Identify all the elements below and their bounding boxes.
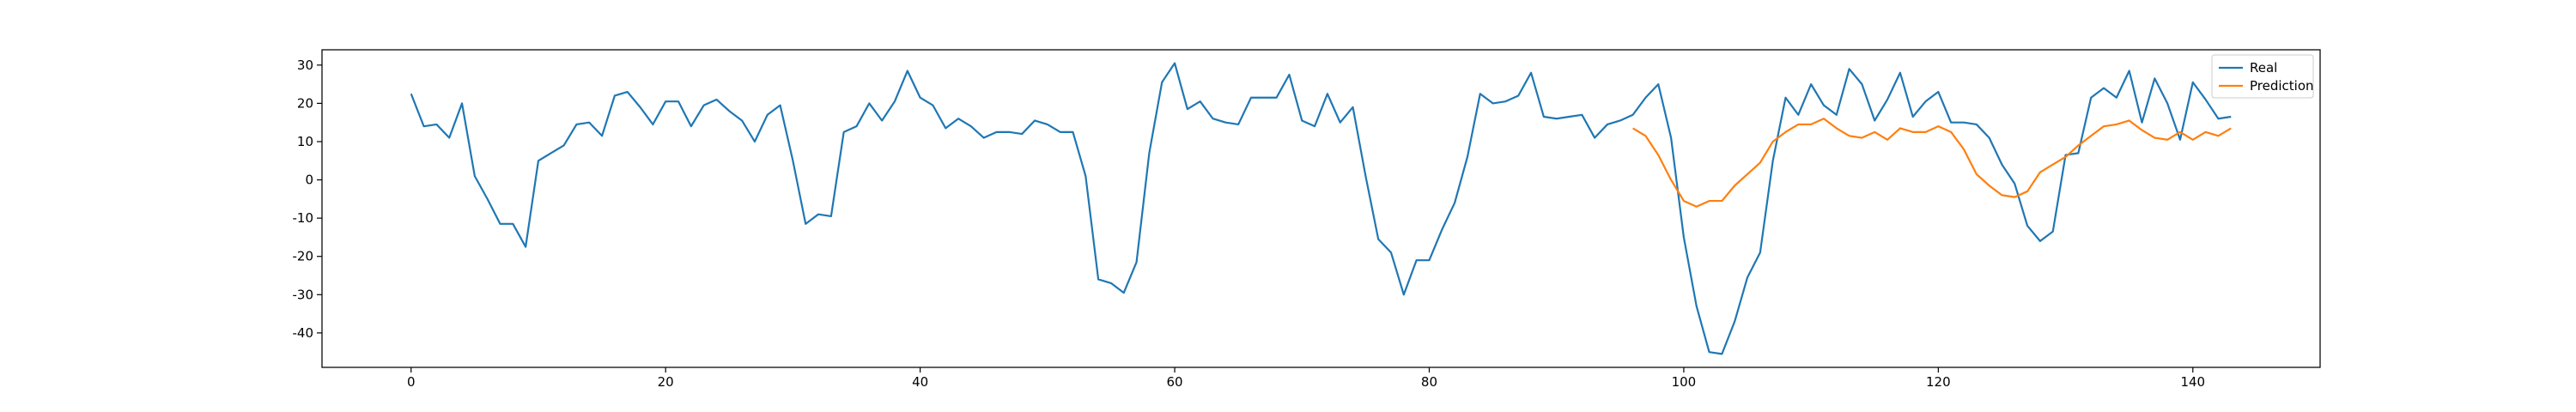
x-tick-label: 80 bbox=[1421, 374, 1437, 390]
series-line-prediction bbox=[1632, 118, 2232, 208]
x-tick-label: 100 bbox=[1672, 374, 1697, 390]
y-tick-label: 20 bbox=[297, 95, 313, 111]
y-tick-label: -20 bbox=[293, 249, 314, 264]
x-tick-label: 20 bbox=[658, 374, 674, 390]
y-tick-label: 30 bbox=[297, 58, 313, 73]
axes-ticks: 0 20 40 60 80 100 120 140 -40 -30 -20 -10 0 10 20 30 bbox=[293, 58, 2206, 390]
x-tick-label: 140 bbox=[2180, 374, 2205, 390]
legend-label-real: Real bbox=[2250, 60, 2277, 76]
x-tick-label: 60 bbox=[1167, 374, 1183, 390]
y-tick-label: 10 bbox=[297, 134, 313, 149]
legend: Real Prediction bbox=[2211, 54, 2314, 99]
y-tick-label: 0 bbox=[305, 173, 313, 188]
plot-frame bbox=[321, 49, 2321, 368]
legend-label-prediction: Prediction bbox=[2250, 78, 2314, 94]
series-line-real bbox=[410, 62, 2232, 355]
x-tick-label: 0 bbox=[407, 374, 416, 390]
y-tick-label: -30 bbox=[293, 287, 314, 302]
legend-box bbox=[2211, 54, 2314, 99]
x-tick-label: 120 bbox=[1926, 374, 1951, 390]
y-tick-label: -40 bbox=[293, 325, 314, 341]
y-tick-label: -10 bbox=[293, 210, 314, 226]
plot-lines bbox=[410, 62, 2232, 355]
x-tick-label: 40 bbox=[912, 374, 928, 390]
